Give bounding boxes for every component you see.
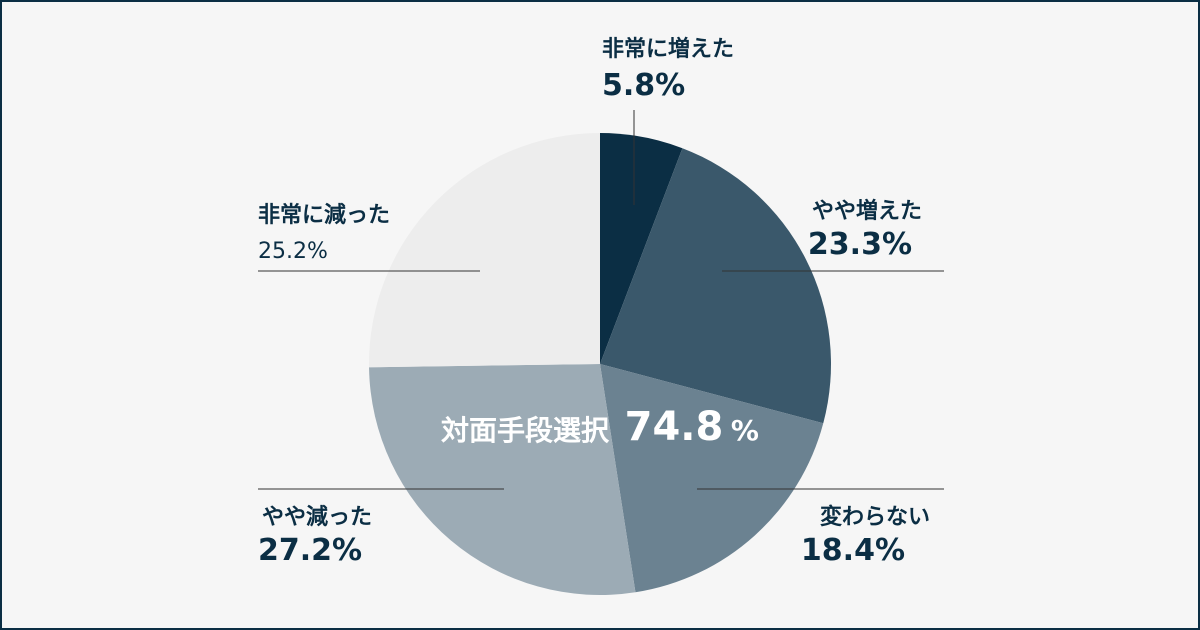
pie-slice <box>600 148 831 424</box>
pie-slice <box>369 133 600 368</box>
slice-label: やや増えた <box>812 198 922 224</box>
slice-label: やや減った <box>262 505 372 530</box>
center-annotation-unit: % <box>731 414 759 447</box>
slice-label: 非常に減った <box>258 202 390 228</box>
center-annotation-value: 74.8 <box>625 404 724 450</box>
slice-value-label: 5.8% <box>602 68 685 103</box>
slice-value-label: 27.2% <box>258 533 362 568</box>
center-annotation-label: 対面手段選択 <box>441 414 610 447</box>
slice-value-label: 23.3% <box>808 227 912 262</box>
slice-label: 変わらない <box>820 504 930 530</box>
slice-label: 非常に増えた <box>602 36 734 62</box>
slice-value-label: 25.2% <box>258 239 328 264</box>
slice-value-label: 18.4% <box>801 533 905 568</box>
pie-slice <box>600 133 683 364</box>
pie-slice <box>369 364 636 595</box>
center-annotation: 対面手段選択 74.8 % <box>441 404 759 450</box>
pie-slice <box>600 364 824 593</box>
